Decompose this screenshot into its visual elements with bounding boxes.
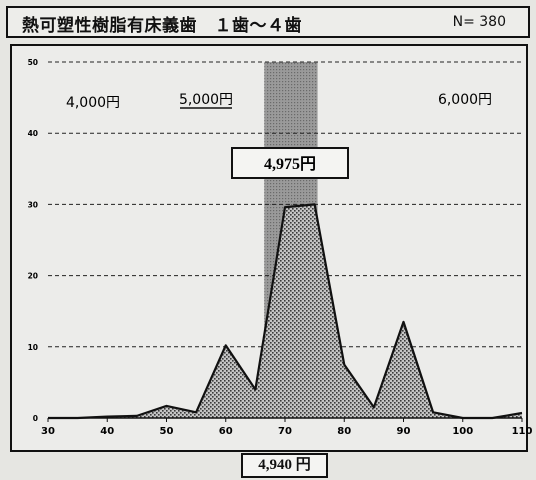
y-tick-label: 20 <box>28 272 38 281</box>
y-tick-label: 0 <box>33 414 38 423</box>
series-line <box>48 203 523 420</box>
x-tick-label: 80 <box>337 426 351 437</box>
x-tick-label: 110 <box>512 426 533 437</box>
area-fill <box>48 204 522 418</box>
price-label: 6,000円 <box>438 92 492 108</box>
chart-header: 熱可塑性樹脂有床義歯 １歯～４歯 N= 380 <box>6 6 530 38</box>
x-tick-label: 90 <box>397 426 411 437</box>
mean-label-box <box>231 147 349 179</box>
y-tick-label: 30 <box>28 200 38 209</box>
x-tick-label: 40 <box>100 426 114 437</box>
y-tick-label: 10 <box>28 343 38 352</box>
y-tick-label: 40 <box>28 129 38 138</box>
x-tick-label: 50 <box>160 426 174 437</box>
price-label: 4,000円 <box>66 95 120 111</box>
chart-title: 熱可塑性樹脂有床義歯 １歯～４歯 <box>22 16 302 36</box>
x-tick-label: 100 <box>452 426 473 437</box>
price-label: 5,000円 <box>179 92 233 108</box>
y-tick-label: 50 <box>28 58 38 67</box>
bottom-price-label: 4,940 円 <box>241 453 328 478</box>
mean-label: 4,975円 <box>264 155 316 173</box>
x-tick-label: 30 <box>41 426 55 437</box>
x-tick-label: 70 <box>278 426 292 437</box>
sample-size-label: N= 380 <box>452 14 506 30</box>
x-tick-label: 60 <box>219 426 233 437</box>
